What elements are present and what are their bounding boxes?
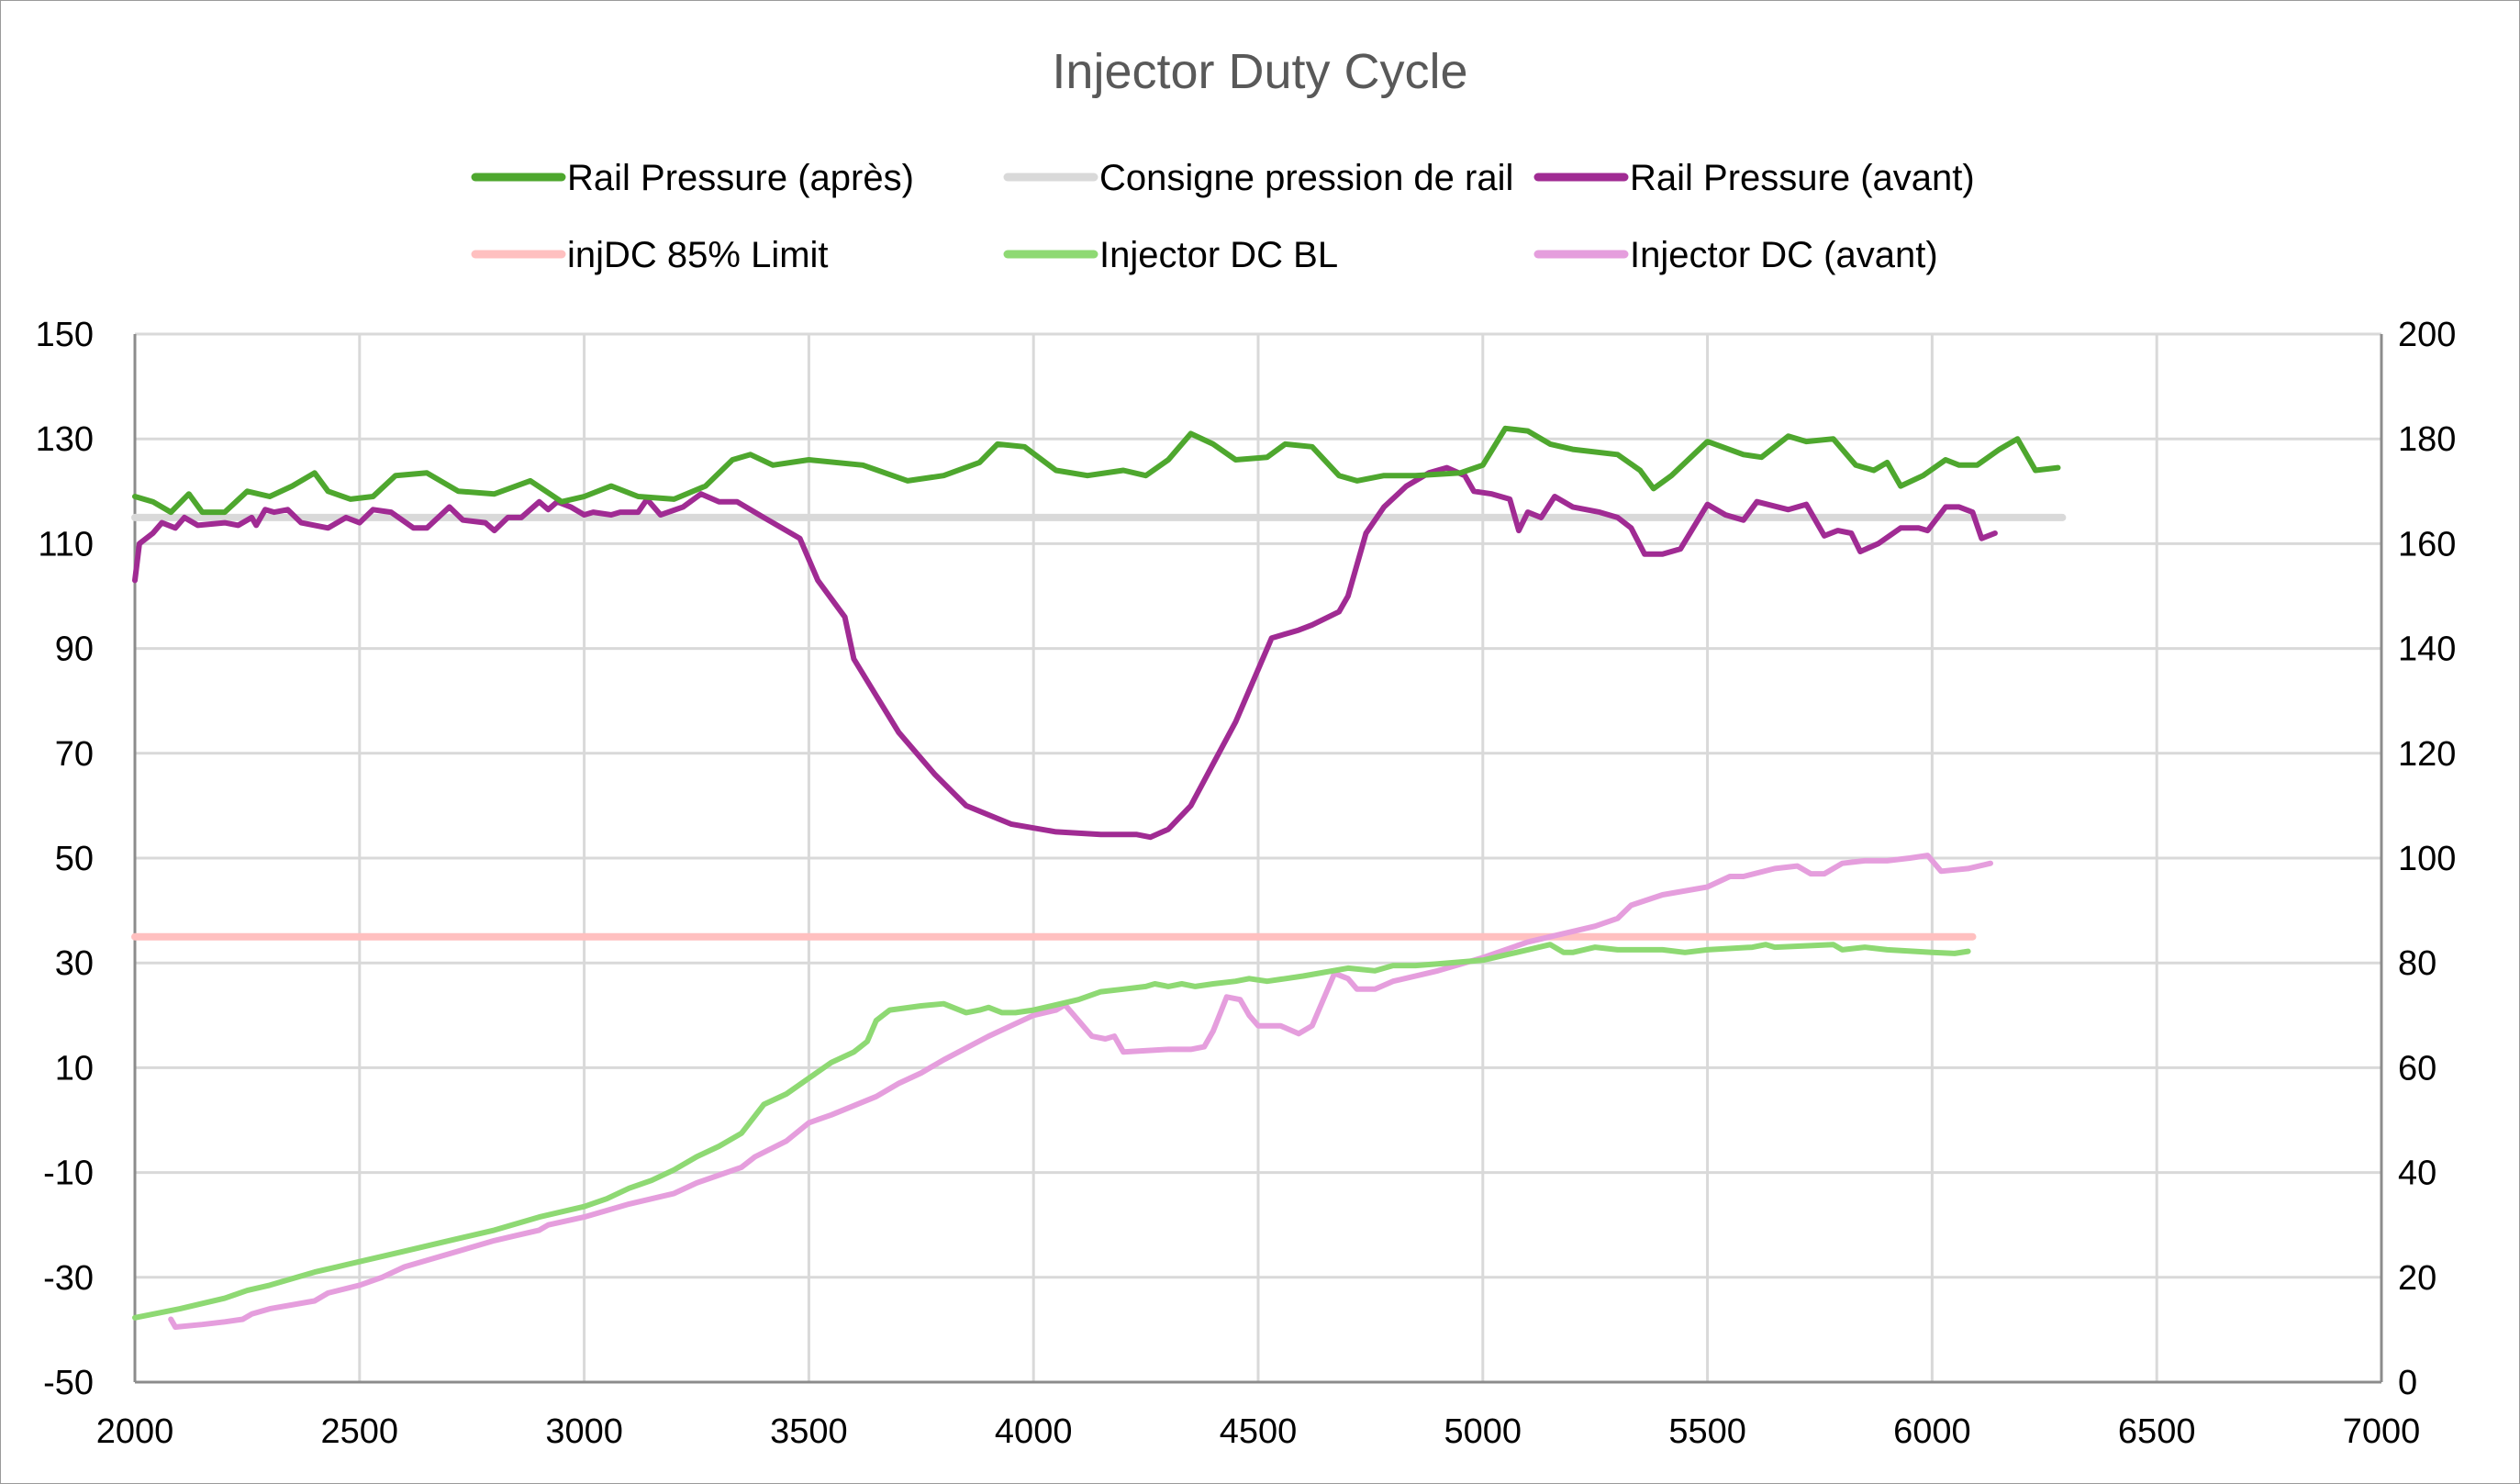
series-line-rail-pressure-avant (132, 464, 1998, 841)
y-tick-label: 70 (55, 735, 94, 774)
y-tick-label: 130 (36, 420, 94, 459)
y-tick-label: 90 (55, 630, 94, 669)
y-tick-label: 110 (38, 525, 94, 563)
series-line-injector-dc-bl (132, 942, 1971, 1321)
x-tick-label: 4500 (1220, 1412, 1298, 1451)
y-tick-label: 30 (55, 944, 94, 983)
x-tick-label: 5000 (1444, 1412, 1522, 1451)
legend-label: Rail Pressure (après) (567, 158, 914, 198)
y-tick-label: -10 (43, 1155, 94, 1193)
series-line-rail-pressure-apr-s (132, 425, 2061, 516)
x-tick-label: 3000 (545, 1412, 623, 1451)
y2-tick-label: 100 (2398, 840, 2456, 878)
series-lines (131, 425, 2067, 1330)
x-tick-label: 6000 (1893, 1412, 1971, 1451)
y-tick-label: -50 (43, 1364, 94, 1402)
y2-tick-label: 40 (2398, 1155, 2436, 1193)
y2-tick-label: 180 (2398, 420, 2456, 459)
legend-label: Rail Pressure (avant) (1630, 158, 1975, 198)
chart-title: Injector Duty Cycle (1052, 44, 1467, 99)
y-tick-label: -30 (43, 1259, 94, 1298)
y2-tick-label: 20 (2398, 1259, 2436, 1298)
y2-tick-label: 120 (2398, 735, 2456, 774)
y-tick-label: 10 (55, 1049, 94, 1088)
y-tick-label: 50 (55, 840, 94, 878)
axes: 2000 2500 3000 3500 4000 4500 5000 5500 6000 6500… (36, 316, 2457, 1451)
y2-tick-label: 60 (2398, 1049, 2436, 1088)
y2-tick-label: 200 (2398, 316, 2456, 354)
x-tick-label: 2500 (321, 1412, 399, 1451)
y2-tick-label: 80 (2398, 944, 2436, 983)
x-tick-label: 4000 (995, 1412, 1073, 1451)
series-line-injector-dc-avant (168, 853, 1993, 1330)
y2-tick-label: 0 (2398, 1364, 2417, 1402)
legend-label: Injector DC BL (1099, 235, 1338, 275)
legend-label: Injector DC (avant) (1630, 235, 1938, 275)
x-tick-label: 6500 (2118, 1412, 2196, 1451)
legend: Rail Pressure (après) Consigne pression d… (471, 158, 1975, 275)
x-tick-label: 3500 (770, 1412, 848, 1451)
legend-label: injDC 85% Limit (567, 235, 829, 275)
x-tick-label: 5500 (1668, 1412, 1746, 1451)
y-tick-label: 150 (36, 316, 94, 354)
y2-tick-label: 160 (2398, 525, 2456, 563)
x-tick-label: 7000 (2343, 1412, 2421, 1451)
legend-label: Consigne pression de rail (1099, 158, 1513, 198)
x-tick-label: 2000 (96, 1412, 174, 1451)
y2-tick-label: 140 (2398, 630, 2456, 669)
